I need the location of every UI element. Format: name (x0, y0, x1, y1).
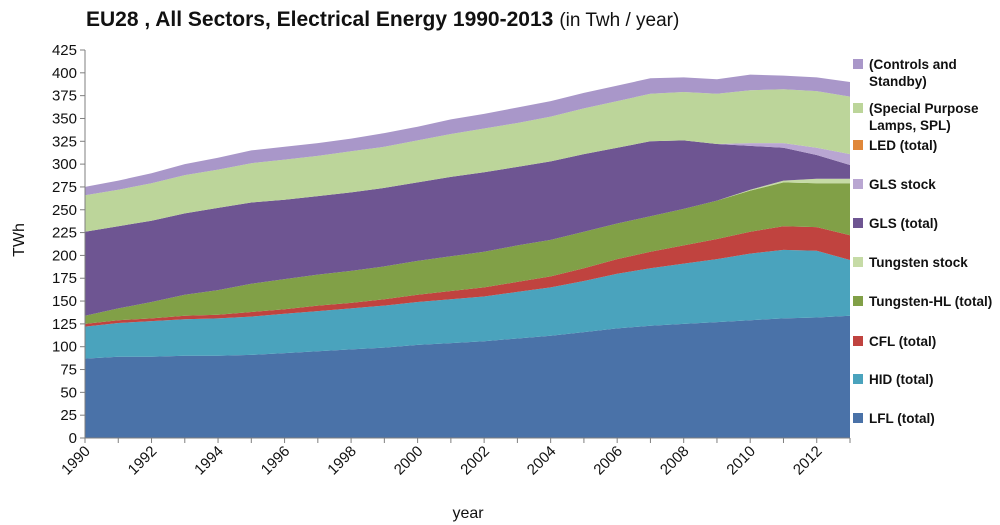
area-tungsten-hl-total (85, 182, 850, 324)
x-tick-label: 2008 (657, 443, 693, 479)
legend-item-tungsten-hl-total: Tungsten-HL (total) (853, 293, 992, 310)
legend-label: (Special Purpose Lamps, SPL) (869, 101, 979, 133)
x-axis-title: year (452, 505, 484, 522)
y-tick-label: 25 (60, 407, 77, 424)
legend-item-hid-total: HID (total) (853, 371, 934, 388)
area-lfl-total (85, 315, 850, 438)
legend-item-tungsten-stock: Tungsten stock (853, 254, 968, 271)
legend-item-special-purpose-lamps-spl: (Special Purpose Lamps, SPL) (853, 100, 998, 134)
areas-layer (85, 74, 850, 438)
y-axis-title: TWh (11, 223, 28, 257)
y-tick-label: 175 (52, 270, 77, 287)
y-tick-label: 325 (52, 133, 77, 150)
legend-label: (Controls and Standby) (869, 57, 957, 89)
chart-title: EU28 , All Sectors, Electrical Energy 19… (86, 8, 554, 31)
area-gls-total (85, 140, 850, 316)
area-cfl-total (85, 226, 850, 327)
chart-title-block: EU28 , All Sectors, Electrical Energy 19… (86, 8, 679, 32)
legend-item-led-total: LED (total) (853, 137, 937, 154)
legend-swatch (853, 413, 863, 423)
area-hid-total (85, 249, 850, 359)
y-tick-label: 300 (52, 156, 77, 173)
x-tick-label: 2004 (524, 443, 560, 479)
y-tick-label: 425 (52, 42, 77, 59)
x-tick-label: 1990 (58, 443, 94, 479)
x-tick-label: 2002 (457, 443, 493, 479)
y-tick-label: 400 (52, 65, 77, 82)
x-tick-label: 2000 (391, 443, 427, 479)
y-tick-label: 50 (60, 384, 77, 401)
legend-swatch (853, 257, 863, 267)
legend-swatch (853, 296, 863, 306)
y-tick-label: 0 (69, 430, 77, 447)
y-tick-label: 75 (60, 362, 77, 379)
legend-swatch (853, 103, 863, 113)
y-tick-label: 350 (52, 110, 77, 127)
legend-label: CFL (total) (869, 334, 937, 349)
legend-item-controls-and-standby: (Controls and Standby) (853, 56, 998, 90)
y-tick-label: 200 (52, 247, 77, 264)
y-tick-label: 375 (52, 88, 77, 105)
chart-subtitle: (in Twh / year) (559, 10, 680, 31)
legend-label: HID (total) (869, 372, 934, 387)
legend-label: Tungsten stock (869, 255, 968, 270)
legend-item-lfl-total: LFL (total) (853, 410, 935, 427)
x-tick-label: 1992 (125, 443, 161, 479)
area-controls-and-standby (85, 74, 850, 196)
legend-swatch (853, 179, 863, 189)
y-tick-label: 150 (52, 293, 77, 310)
legend-swatch (853, 336, 863, 346)
legend-item-gls-total: GLS (total) (853, 215, 938, 232)
y-tick-label: 250 (52, 202, 77, 219)
legend-item-gls-stock: GLS stock (853, 176, 936, 193)
legend-swatch (853, 218, 863, 228)
legend-swatch (853, 374, 863, 384)
legend-item-cfl-total: CFL (total) (853, 333, 936, 350)
x-tick-label: 1994 (191, 443, 227, 479)
x-tick-label: 1998 (324, 443, 360, 479)
legend-label: LFL (total) (869, 411, 935, 426)
y-tick-label: 275 (52, 179, 77, 196)
legend-swatch (853, 59, 863, 69)
y-tick-label: 225 (52, 225, 77, 242)
y-tick-label: 100 (52, 339, 77, 356)
x-tick-label: 2012 (790, 443, 826, 479)
legend-label: GLS (total) (869, 216, 938, 231)
legend-swatch (853, 140, 863, 150)
x-tick-label: 2010 (723, 443, 759, 479)
y-tick-label: 125 (52, 316, 77, 333)
legend-label: GLS stock (869, 177, 936, 192)
x-tick-label: 1996 (258, 443, 294, 479)
area-special-purpose-lamps-spl (85, 89, 850, 232)
legend-label: Tungsten-HL (total) (869, 294, 993, 309)
x-tick-label: 2006 (590, 443, 626, 479)
legend-label: LED (total) (869, 138, 938, 153)
